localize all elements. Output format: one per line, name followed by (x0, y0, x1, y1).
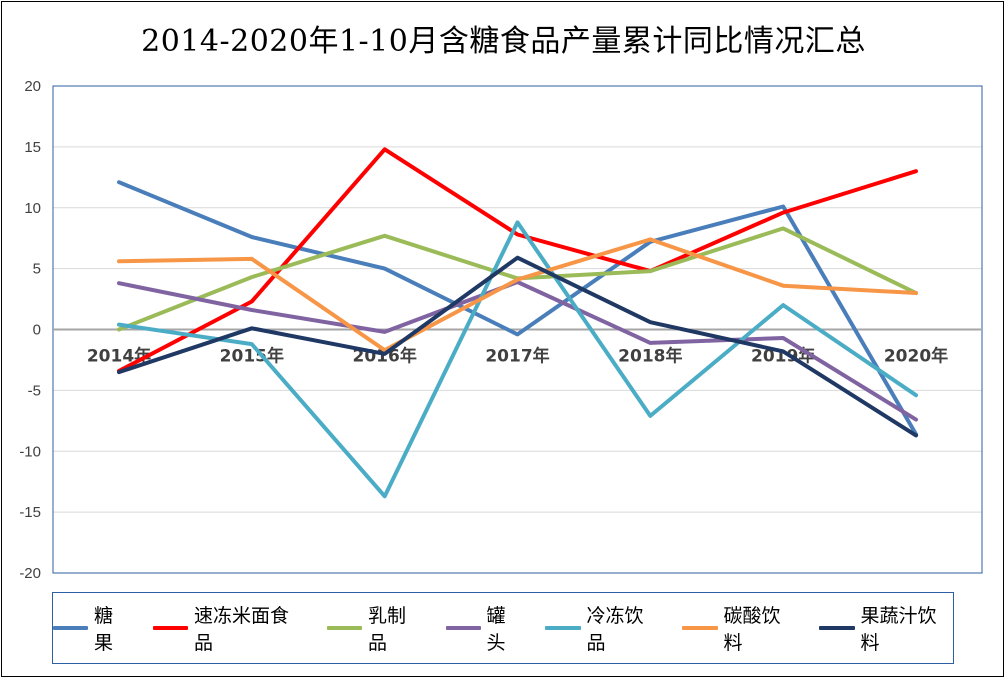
legend-item: 冷冻饮品 (545, 601, 660, 655)
x-tick-label: 2018年 (618, 346, 682, 367)
legend-swatch (682, 626, 718, 630)
series-line (117, 147, 918, 373)
series-line (117, 237, 918, 353)
legend-label: 冷冻饮品 (586, 605, 644, 654)
y-tick-label: 15 (24, 139, 41, 156)
legend-label: 果蔬汁饮料 (860, 605, 937, 654)
series-line (117, 280, 918, 422)
legend-label: 碳酸饮料 (723, 605, 781, 654)
legend-item: 碳酸饮料 (682, 601, 797, 655)
y-tick-label: 0 (33, 322, 41, 339)
legend-label: 乳制品 (368, 605, 407, 654)
y-tick-label: 5 (33, 261, 41, 278)
legend-swatch (445, 626, 481, 630)
y-tick-label: -15 (19, 504, 41, 521)
x-tick-label: 2017年 (485, 346, 549, 367)
legend-item: 果蔬汁饮料 (819, 601, 953, 655)
legend-label: 糖果 (94, 605, 114, 654)
legend-label: 速冻米面食品 (194, 605, 290, 654)
series-line (117, 255, 918, 438)
series-line (117, 180, 918, 437)
legend-swatch (53, 626, 89, 630)
legend-swatch (327, 626, 363, 630)
legend-item: 速冻米面食品 (152, 601, 305, 655)
chart-legend: 糖果 速冻米面食品 乳制品 罐头 冷冻饮品 碳酸饮料 果蔬汁饮料 (52, 592, 954, 664)
x-tick-label: 2015年 (220, 346, 284, 367)
legend-item: 糖果 (53, 601, 131, 655)
legend-item: 罐头 (445, 601, 524, 655)
x-tick-label: 2020年 (884, 346, 948, 367)
legend-label: 罐头 (486, 605, 506, 654)
legend-swatch (819, 626, 855, 630)
legend-item: 乳制品 (327, 601, 423, 655)
y-tick-label: -5 (28, 382, 41, 399)
chart-title: 2014-2020年1-10月含糖食品产量累计同比情况汇总 (141, 24, 866, 59)
y-tick-label: -20 (19, 565, 41, 582)
series-line (117, 220, 918, 499)
y-tick-label: -10 (19, 443, 41, 460)
y-tick-label: 10 (24, 200, 41, 217)
legend-swatch (545, 626, 581, 630)
y-tick-label: 20 (24, 78, 41, 95)
legend-swatch (152, 626, 189, 630)
